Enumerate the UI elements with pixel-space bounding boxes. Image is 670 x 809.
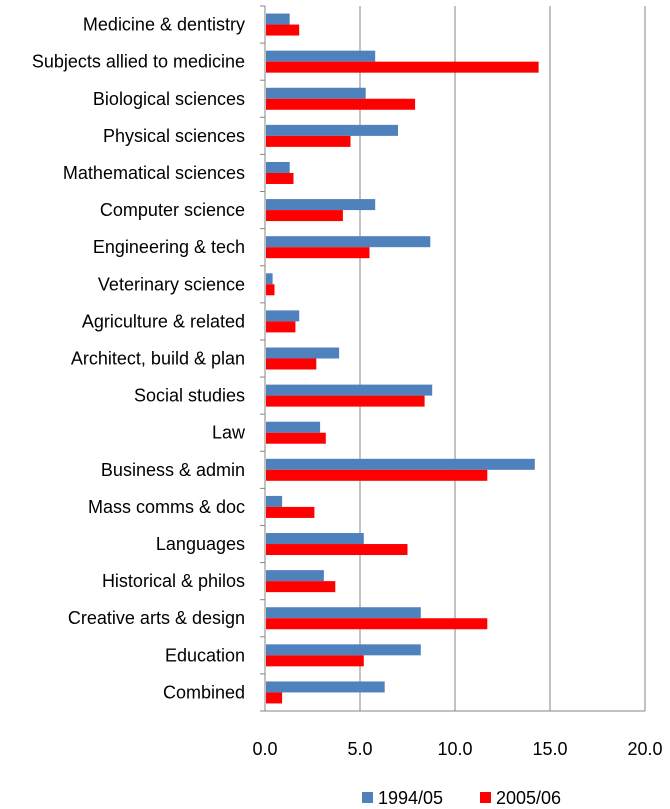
category-label: Social studies [134,386,245,406]
category-label: Mathematical sciences [63,163,245,183]
category-label: Agriculture & related [82,311,245,331]
x-tick-label: 5.0 [347,739,372,759]
bar-series-2 [266,98,416,110]
bar-series-2 [266,172,294,184]
bar-series-1 [266,273,273,285]
category-label: Combined [163,682,245,702]
bar-series-2 [266,432,326,444]
bar-series-1 [266,50,376,62]
x-tick-label: 0.0 [252,739,277,759]
axes [260,5,645,712]
bar-series-1 [266,347,340,359]
category-label: Law [212,423,246,443]
category-label: Creative arts & design [68,608,245,628]
x-tick-label: 10.0 [437,739,472,759]
bar-series-1 [266,421,321,433]
category-label: Business & admin [101,460,245,480]
bar-series-2 [266,395,425,407]
category-label: Biological sciences [93,89,245,109]
bar-series-2 [266,469,488,481]
bar-series-1 [266,199,376,211]
bar-series-1 [266,458,535,470]
bar-series-1 [266,310,300,322]
bar-series-2 [266,544,408,556]
category-label: Mass comms & doc [88,497,245,517]
bars [266,13,539,704]
bar-series-2 [266,655,364,667]
bar-series-1 [266,236,431,248]
category-label: Physical sciences [103,126,245,146]
category-labels: Medicine & dentistry Subjects allied to m… [32,15,246,703]
bar-series-1 [266,644,421,656]
category-label: Veterinary science [98,274,245,294]
bar-series-1 [266,13,290,25]
bar-series-1 [266,681,385,693]
x-tick-label: 20.0 [627,739,662,759]
bar-series-2 [266,321,296,333]
bar-series-2 [266,24,300,36]
bar-series-1 [266,384,433,396]
bar-series-1 [266,570,324,582]
bar-series-1 [266,533,364,545]
bar-series-2 [266,247,370,259]
bar-series-1 [266,87,366,99]
bar-series-2 [266,692,283,704]
category-label: Medicine & dentistry [83,15,245,35]
bar-series-2 [266,506,315,518]
category-label: Engineering & tech [93,237,245,257]
legend-swatch [362,792,373,803]
category-label: Education [165,645,245,665]
bar-series-2 [266,210,343,222]
bar-series-1 [266,495,283,507]
legend-label: 2005/06 [496,788,561,808]
legend-label: 1994/05 [378,788,443,808]
bar-series-2 [266,618,488,630]
legend-swatch [480,792,491,803]
category-label: Subjects allied to medicine [32,52,245,72]
category-label: Computer science [100,200,245,220]
x-tick-labels: 0.0 5.0 10.0 15.0 20.0 [252,739,662,759]
gridlines [359,6,646,711]
bar-series-2 [266,135,351,147]
category-label: Languages [156,534,245,554]
bar-series-1 [266,161,290,173]
bar-series-1 [266,124,398,136]
bar-series-1 [266,607,421,619]
category-label: Historical & philos [102,571,245,591]
legend: 1994/05 2005/06 [362,788,561,808]
x-tick-label: 15.0 [532,739,567,759]
bar-series-2 [266,284,275,296]
bar-series-2 [266,581,336,593]
bar-series-2 [266,61,539,73]
bar-series-2 [266,358,317,370]
category-label: Architect, build & plan [71,349,245,369]
